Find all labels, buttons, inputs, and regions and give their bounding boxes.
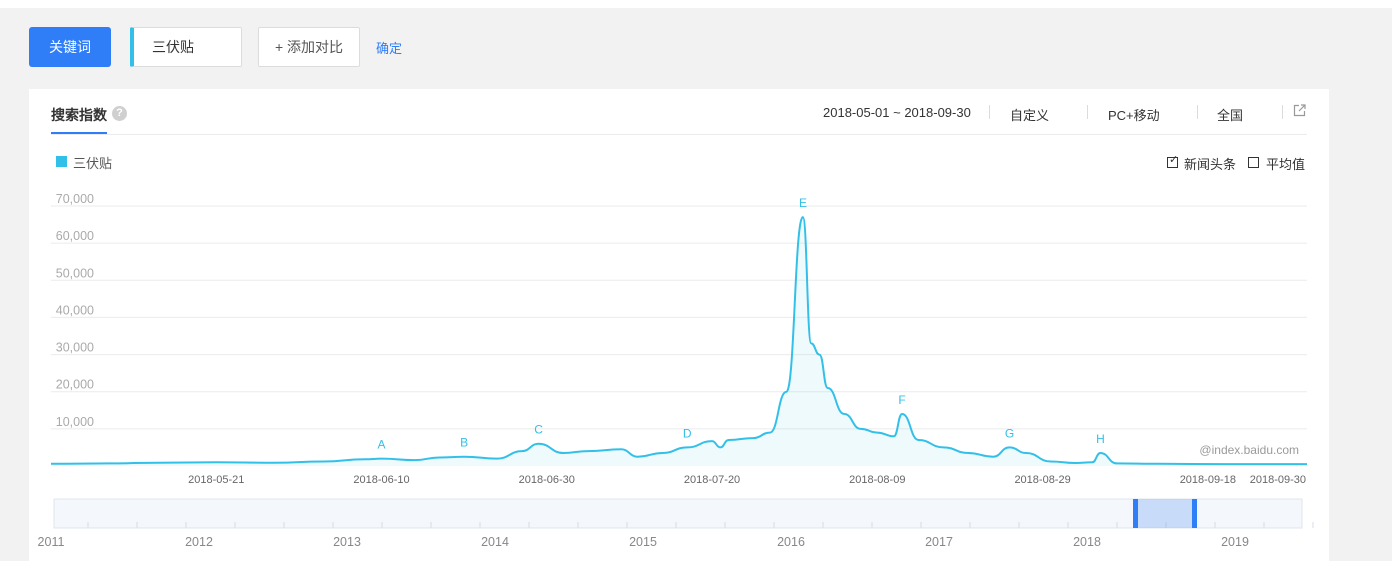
overview-left-handle[interactable] bbox=[1133, 499, 1138, 528]
annotation-F[interactable]: F bbox=[898, 393, 905, 407]
year-label: 2014 bbox=[481, 535, 509, 549]
legend-swatch bbox=[56, 156, 67, 167]
y-tick-label: 20,000 bbox=[56, 378, 94, 392]
news-checkbox[interactable]: ✓ bbox=[1167, 154, 1179, 168]
tab-active-indicator bbox=[51, 132, 107, 134]
x-tick-label: 2018-09-18 bbox=[1180, 474, 1236, 486]
region-selector[interactable]: 全国 bbox=[1217, 108, 1244, 123]
year-label: 2011 bbox=[38, 535, 65, 549]
annotation-G[interactable]: G bbox=[1005, 426, 1014, 440]
x-tick-label: 2018-08-09 bbox=[849, 474, 905, 486]
keyword-button[interactable]: 关键词 bbox=[29, 27, 111, 67]
news-checkbox-label[interactable]: 新闻头条 bbox=[1184, 157, 1237, 172]
top-strip bbox=[0, 0, 1392, 8]
y-axis: 70,000 60,000 50,000 40,000 30,000 20,000 10,0… bbox=[56, 192, 94, 429]
overview-selection[interactable] bbox=[1136, 499, 1194, 528]
year-label: 2017 bbox=[925, 535, 953, 549]
annotation-D[interactable]: D bbox=[683, 426, 692, 440]
search-index-panel: 搜索指数 ? 2018-05-01 ~ 2018-09-30 自定义 PC+移动… bbox=[29, 89, 1329, 561]
y-tick-label: 50,000 bbox=[56, 266, 94, 280]
divider bbox=[1282, 105, 1283, 119]
x-tick-label: 2018-06-30 bbox=[519, 474, 575, 486]
news-annotations: A B C D E F G H bbox=[378, 196, 1105, 451]
year-label: 2016 bbox=[777, 535, 805, 549]
date-range-selector[interactable]: 2018-05-01 ~ 2018-09-30 bbox=[823, 105, 971, 120]
annotation-A[interactable]: A bbox=[378, 438, 386, 452]
overview-navigator[interactable]: 2011 2012 2013 2014 2015 2016 2017 2018 2019 bbox=[38, 498, 1314, 549]
overview-right-handle[interactable] bbox=[1192, 499, 1197, 528]
year-label: 2012 bbox=[185, 535, 213, 549]
annotation-H[interactable]: H bbox=[1096, 432, 1105, 446]
header-divider bbox=[51, 134, 1307, 135]
x-tick-label: 2018-07-20 bbox=[684, 474, 740, 486]
year-label: 2013 bbox=[333, 535, 361, 549]
add-compare-button[interactable]: + 添加对比 bbox=[258, 27, 360, 67]
y-tick-label: 70,000 bbox=[56, 192, 94, 206]
annotation-B[interactable]: B bbox=[460, 436, 468, 450]
device-selector[interactable]: PC+移动 bbox=[1108, 108, 1160, 123]
year-label: 2018 bbox=[1073, 535, 1101, 549]
x-axis: 2018-05-21 2018-06-10 2018-06-30 2018-07-20… bbox=[188, 474, 1306, 486]
annotation-E[interactable]: E bbox=[799, 196, 807, 210]
y-tick-label: 40,000 bbox=[56, 303, 94, 317]
divider bbox=[1197, 105, 1198, 119]
y-tick-label: 10,000 bbox=[56, 415, 94, 429]
watermark: @index.baidu.com bbox=[1199, 443, 1299, 457]
x-tick-label: 2018-09-30 bbox=[1250, 474, 1306, 486]
y-tick-label: 60,000 bbox=[56, 229, 94, 243]
annotation-C[interactable]: C bbox=[534, 423, 543, 437]
y-tick-label: 30,000 bbox=[56, 341, 94, 355]
year-label: 2015 bbox=[629, 535, 657, 549]
keyword-input[interactable]: 三伏贴 bbox=[130, 27, 242, 67]
external-link-icon[interactable] bbox=[1293, 104, 1306, 117]
confirm-link[interactable]: 确定 bbox=[376, 41, 403, 56]
custom-range-button[interactable]: 自定义 bbox=[1010, 108, 1050, 123]
year-label: 2019 bbox=[1221, 535, 1249, 549]
divider bbox=[989, 105, 990, 119]
divider bbox=[1087, 105, 1088, 119]
x-tick-label: 2018-05-21 bbox=[188, 474, 244, 486]
question-icon[interactable]: ? bbox=[112, 106, 127, 121]
average-checkbox[interactable] bbox=[1248, 157, 1259, 168]
average-checkbox-label[interactable]: 平均值 bbox=[1266, 157, 1306, 172]
legend-label: 三伏贴 bbox=[73, 156, 113, 171]
series-line bbox=[50, 216, 1307, 466]
x-tick-label: 2018-08-29 bbox=[1014, 474, 1070, 486]
grid bbox=[51, 205, 1307, 430]
x-tick-label: 2018-06-10 bbox=[353, 474, 409, 486]
overview-year-axis: 2011 2012 2013 2014 2015 2016 2017 2018 2019 bbox=[38, 535, 1249, 549]
tab-search-index[interactable]: 搜索指数 bbox=[51, 107, 107, 123]
